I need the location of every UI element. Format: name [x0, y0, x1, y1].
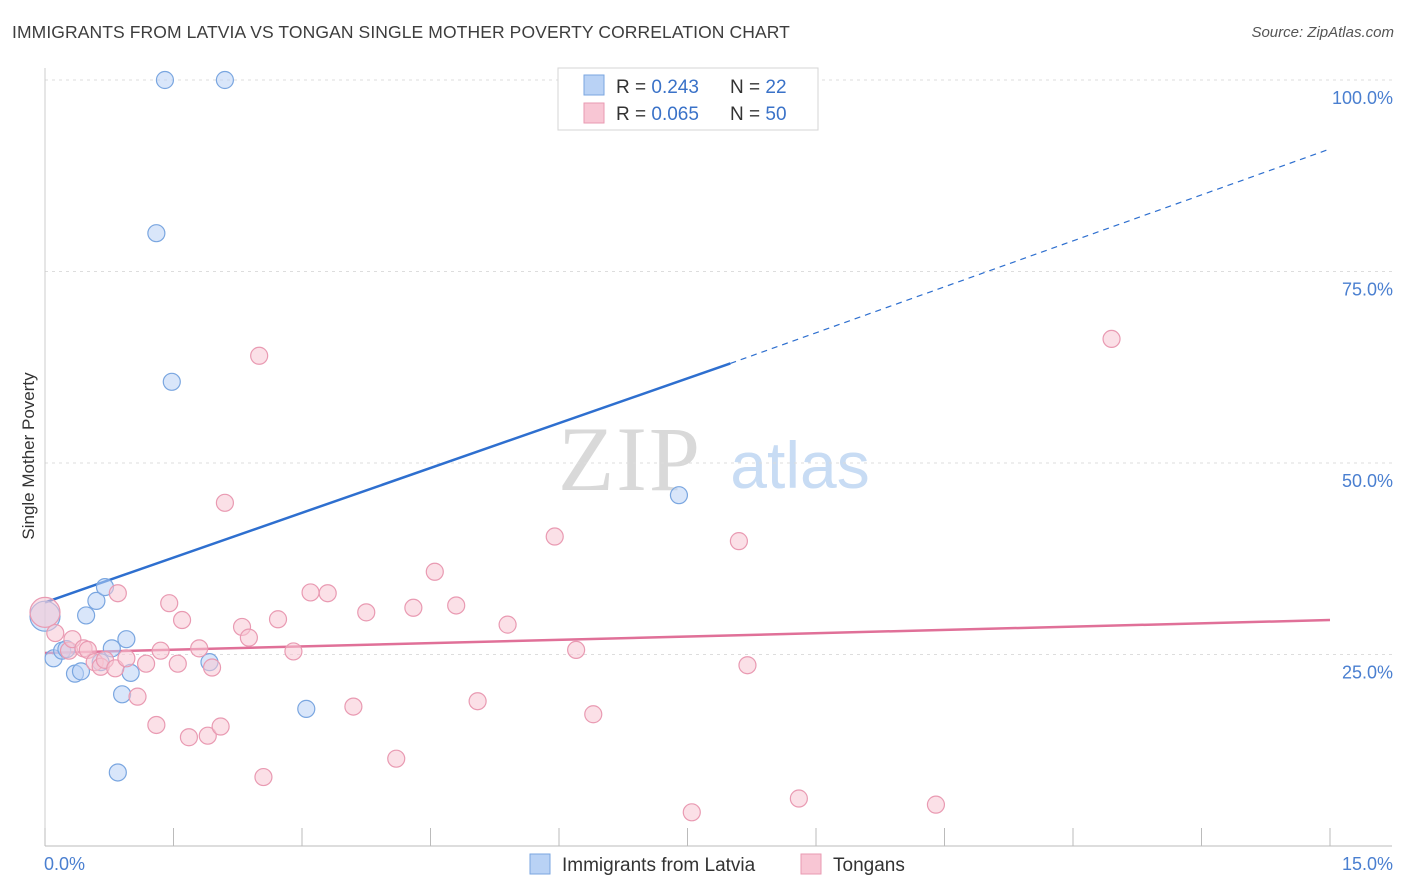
tongan-point [160, 594, 179, 613]
series-legend-swatch-tongan [800, 853, 822, 875]
watermark-atlas: atlas [730, 428, 869, 502]
tongan-point [301, 583, 320, 602]
tongan-point [147, 715, 166, 735]
legend-n-value: 22 [765, 77, 786, 98]
tongan-point [926, 795, 946, 814]
tongan-point [498, 615, 517, 634]
tongan-point [136, 654, 156, 673]
tongan-trend-line [44, 618, 1331, 655]
tongan-point [387, 749, 406, 768]
legend-n-value: 50 [765, 104, 786, 125]
latvia-trend-line [44, 362, 731, 604]
latvia-point [87, 591, 106, 610]
tongan-point [729, 532, 749, 551]
tongan-point [738, 656, 757, 675]
latvia-point [117, 630, 136, 649]
data-points [29, 70, 1121, 822]
tongan-point [318, 584, 337, 603]
tongan-point [468, 692, 487, 711]
latvia-point [112, 685, 132, 704]
tongan-point [404, 598, 423, 617]
latvia-point [215, 70, 234, 90]
tongan-point [239, 628, 258, 647]
series-legend-label-tongan: Tongans [833, 855, 905, 876]
tongan-point [254, 767, 273, 787]
svg-text:R = 0.243: R = 0.243 [616, 77, 699, 98]
tongan-point [190, 639, 209, 658]
latvia-point [71, 662, 91, 681]
tongan-point [198, 726, 217, 745]
latvia-point [108, 763, 127, 782]
tongan-point [128, 687, 147, 706]
legend-swatch-latvia [583, 74, 605, 96]
legend-r-label: R = [616, 77, 651, 98]
y-tick-label: 50.0% [1342, 471, 1393, 491]
tongan-point [682, 803, 701, 822]
latvia-point [147, 224, 166, 243]
latvia-point [77, 606, 96, 625]
latvia-point [669, 486, 689, 505]
tongan-point [447, 596, 466, 615]
legend-r-value: 0.243 [651, 77, 699, 98]
svg-text:N = 22: N = 22 [730, 77, 787, 98]
legend-n-label: N = [730, 104, 765, 125]
correlation-legend: R = 0.243 N = 22 R = 0.065 N = 50 [557, 67, 819, 131]
y-axis-label: Single Mother Poverty [19, 372, 38, 540]
y-tick-labels: 100.0% 75.0% 50.0% 25.0% [1332, 88, 1393, 683]
tongan-point [172, 610, 192, 630]
tongan-point [584, 705, 603, 724]
legend-r-value: 0.065 [651, 104, 699, 125]
svg-text:R = 0.065: R = 0.065 [616, 104, 699, 125]
tongan-point [357, 603, 376, 622]
trend-lines [44, 148, 1331, 655]
svg-text:N = 50: N = 50 [730, 104, 787, 125]
latvia-point [162, 372, 181, 391]
tongan-point [215, 493, 234, 512]
latvia-trend-extension [730, 148, 1331, 364]
tongan-point [425, 562, 444, 581]
x-tick-label: 15.0% [1342, 854, 1393, 874]
y-tick-label: 100.0% [1332, 88, 1393, 108]
tongan-point [268, 610, 288, 629]
source-label: Source: ZipAtlas.com [1251, 24, 1394, 41]
tongan-point [284, 642, 303, 661]
latvia-point [155, 70, 175, 90]
tongan-point [168, 654, 187, 673]
tongan-point [179, 728, 199, 747]
tongan-point [789, 789, 808, 808]
series-legend-swatch-latvia [529, 853, 551, 875]
tongan-point [29, 596, 61, 628]
tongan-point [250, 346, 269, 365]
tongan-point [1102, 329, 1121, 349]
legend-r-label: R = [616, 104, 651, 125]
tongan-point [46, 623, 65, 643]
tongan-point [344, 697, 363, 716]
legend-n-label: N = [730, 77, 765, 98]
tongan-point [117, 649, 136, 668]
tongan-point [567, 640, 586, 660]
tongan-point [202, 658, 222, 677]
y-tick-label: 75.0% [1342, 280, 1393, 300]
legend-swatch-tongan [583, 102, 605, 124]
latvia-point [297, 699, 316, 718]
x-tick-label: 0.0% [44, 854, 85, 874]
tongan-point [151, 641, 170, 660]
chart-title: IMMIGRANTS FROM LATVIA VS TONGAN SINGLE … [12, 22, 790, 42]
y-tick-label: 25.0% [1342, 663, 1393, 683]
series-legend: Immigrants from Latvia Tongans [529, 853, 905, 876]
axes [44, 68, 1392, 847]
series-legend-label-latvia: Immigrants from Latvia [562, 855, 756, 876]
x-tick-labels: 0.0% 15.0% [44, 854, 1393, 874]
tongan-point [108, 584, 127, 603]
tongan-point [211, 717, 230, 736]
tongan-point [545, 527, 564, 546]
